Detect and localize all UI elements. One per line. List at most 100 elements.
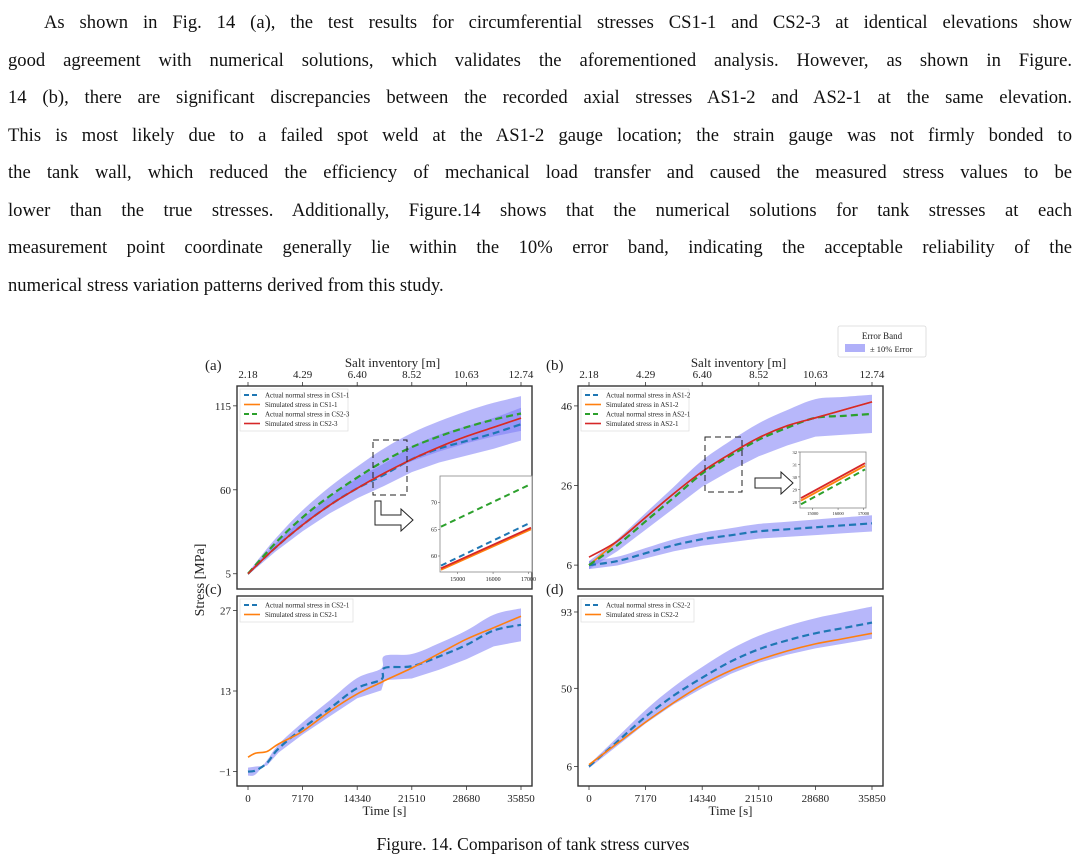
x-tick-label: 28680 — [802, 793, 830, 805]
panel-label: (d) — [546, 582, 564, 598]
panel-label: (a) — [205, 358, 222, 374]
body-paragraph: As shown in Fig. 14 (a), the test result… — [8, 4, 1072, 304]
inset-x-tick-label: 15000 — [450, 577, 465, 583]
legend-entry: Actual normal stress in CS1-1 — [265, 392, 350, 400]
figure-caption: Figure. 14. Comparison of tank stress cu… — [376, 834, 690, 854]
inset-y-tick-label: 30 — [793, 475, 798, 480]
plot-area — [247, 396, 522, 576]
paragraph-line: lower than the true stresses. Additional… — [8, 199, 1072, 221]
inset-y-tick-label: 32 — [793, 450, 798, 455]
plot-frame — [577, 385, 884, 590]
zoom-region — [372, 439, 408, 496]
y-tick-label: 93 — [561, 607, 573, 619]
top-tick-label: 4.29 — [636, 369, 656, 381]
series-line-3 — [588, 412, 873, 567]
top-axis-label: Salt inventory [m] — [691, 355, 786, 370]
series-line-1 — [588, 522, 873, 567]
legend-entry: Actual normal stress in AS2-1 — [606, 411, 691, 419]
plot-area — [247, 608, 522, 776]
legend-entry: Actual normal stress in AS1-2 — [606, 392, 691, 400]
plot-area — [588, 606, 873, 769]
series-line-4 — [588, 401, 873, 558]
series-line-2 — [588, 632, 873, 766]
paragraph-line: This is most likely due to a failed spot… — [8, 124, 1072, 146]
paragraph-line: numerical stress variation patterns deri… — [8, 274, 444, 296]
series-line-4 — [247, 417, 522, 575]
x-tick-label: 7170 — [635, 793, 658, 805]
x-tick-label: 14340 — [688, 793, 716, 805]
plot-area — [588, 394, 873, 570]
top-tick-label: 8.52 — [749, 369, 768, 381]
legend-box — [580, 598, 695, 623]
paragraph-line: As shown in Fig. 14 (a), the test result… — [44, 12, 1072, 33]
inset-y-tick-label: 70 — [431, 501, 437, 507]
paragraph-line: 14 (b), there are significant discrepanc… — [8, 87, 1072, 108]
x-tick-label: 35850 — [858, 793, 886, 805]
inset-x-tick-label: 17000 — [521, 577, 536, 583]
panel-d: 6 50 93 0 7170 14340 21510 28680 35850 Time [s] (d… — [546, 582, 886, 818]
series-line-1 — [247, 623, 522, 773]
inset-x-tick-label: 17000 — [858, 511, 870, 516]
panel-label: (c) — [205, 582, 222, 598]
inset-y-tick-label: 65 — [431, 527, 437, 533]
y-tick-label: −1 — [219, 767, 231, 779]
series-line-3 — [247, 412, 522, 575]
top-tick-label: 4.29 — [293, 369, 313, 381]
x-tick-label: 28680 — [453, 793, 481, 805]
inset-series-line — [440, 521, 532, 567]
arrow-icon — [374, 500, 414, 533]
error-band-as1-2 — [589, 515, 872, 570]
y-tick-label: 5 — [226, 569, 232, 581]
x-axis-label: Time [s] — [709, 803, 753, 818]
y-tick-label: 50 — [561, 683, 573, 695]
legend-box — [239, 598, 354, 623]
inset-y-tick-label: 60 — [431, 554, 437, 560]
inset-frame — [439, 475, 533, 573]
x-tick-label: 14340 — [343, 793, 371, 805]
inset-y-tick-label: 31 — [793, 462, 798, 467]
y-tick-label: 13 — [220, 686, 232, 698]
legend-swatch — [845, 344, 865, 352]
inset-x-tick-label: 15000 — [807, 511, 819, 516]
x-tick-label: 35850 — [507, 793, 535, 805]
top-tick-label: 6.40 — [348, 369, 368, 381]
legend-entry: Simulated stress in CS2-3 — [265, 420, 338, 428]
top-axis-label: Salt inventory [m] — [345, 355, 440, 370]
panel-b: 6 26 46 2.18 4.29 6.40 8.52 10.63 12.74 Salt inve… — [546, 355, 885, 590]
top-tick-label: 10.63 — [454, 369, 479, 381]
inset-x-tick-label: 16000 — [832, 511, 844, 516]
inset-x-tick-label: 16000 — [486, 577, 501, 583]
inset-series-line — [800, 462, 866, 499]
y-tick-label: 60 — [220, 485, 232, 497]
error-band-cs1-1 — [248, 407, 521, 576]
top-tick-label: 2.18 — [238, 369, 258, 381]
legend-entry: Simulated stress in CS2-2 — [606, 611, 679, 619]
y-tick-label: 27 — [220, 605, 232, 617]
top-tick-label: 8.52 — [402, 369, 421, 381]
paragraph-line: good agreement with numerical solutions,… — [8, 49, 1072, 71]
y-tick-label: 6 — [567, 761, 573, 773]
paragraph-line: the tank wall, which reduced the efficie… — [8, 162, 1072, 183]
y-tick-label: 46 — [561, 401, 573, 413]
panel-label: (b) — [546, 358, 564, 374]
legend-entry: Simulated stress in CS1-1 — [265, 401, 338, 409]
legend-entry: Actual normal stress in CS2-3 — [265, 411, 350, 419]
panel-a: 5 60 115 2.18 4.29 6.40 8.52 10.63 12.74 Salt inv… — [205, 355, 536, 590]
legend-entry: Simulated stress in AS1-2 — [606, 401, 679, 409]
inset-series-line — [800, 464, 866, 502]
legend-entry: Simulated stress in AS2-1 — [606, 420, 679, 428]
x-tick-label: 21510 — [398, 793, 426, 805]
x-tick-label: 7170 — [292, 793, 315, 805]
top-tick-label: 10.63 — [803, 369, 828, 381]
inset-series-line — [440, 528, 532, 571]
inset-series-line — [440, 526, 532, 570]
y-tick-label: 6 — [567, 560, 573, 572]
top-tick-label: 12.74 — [509, 369, 534, 381]
legend-entry: Simulated stress in CS2-1 — [265, 611, 338, 619]
x-tick-label: 0 — [245, 793, 251, 805]
x-axis-label: Time [s] — [363, 803, 407, 818]
panel-c: −1 13 27 0 7170 14340 21510 28680 35850 Time [s] (… — [205, 582, 535, 818]
arrow-icon — [754, 470, 794, 496]
top-tick-label: 2.18 — [579, 369, 599, 381]
